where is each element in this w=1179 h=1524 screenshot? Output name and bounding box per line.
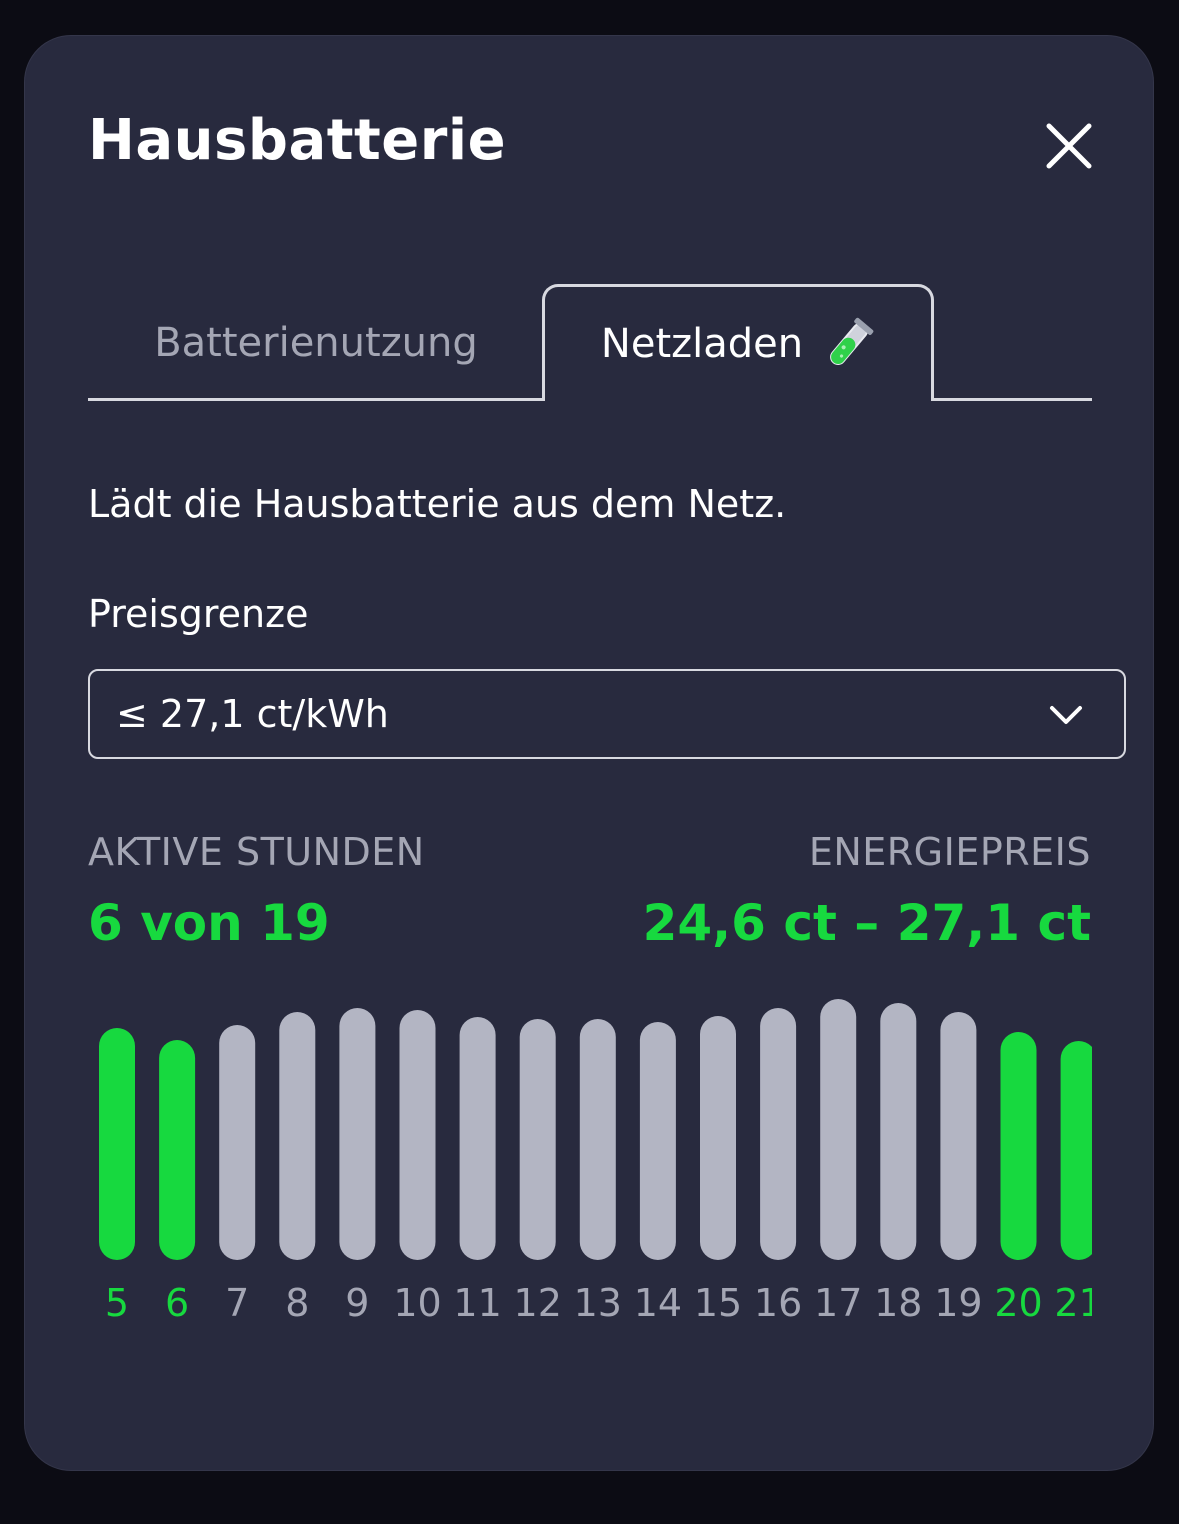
hour-label-7: 7 bbox=[225, 1281, 249, 1325]
hour-label-17: 17 bbox=[814, 1281, 862, 1325]
hour-label-18: 18 bbox=[874, 1281, 922, 1325]
hour-label-5: 5 bbox=[105, 1281, 129, 1325]
bar-hour-9 bbox=[339, 1008, 376, 1260]
bar-hour-21 bbox=[1060, 1041, 1092, 1260]
hour-label-16: 16 bbox=[754, 1281, 802, 1325]
price-limit-label: Preisgrenze bbox=[88, 592, 309, 636]
bar-hour-8 bbox=[279, 1012, 316, 1260]
bar-hour-18 bbox=[880, 1003, 917, 1260]
bar-hour-17 bbox=[820, 999, 857, 1260]
tab-label: Batterienutzung bbox=[154, 319, 478, 366]
hour-label-15: 15 bbox=[694, 1281, 742, 1325]
hour-label-13: 13 bbox=[574, 1281, 622, 1325]
hour-label-14: 14 bbox=[634, 1281, 682, 1325]
bar-hour-10 bbox=[399, 1010, 436, 1260]
hour-label-10: 10 bbox=[393, 1281, 441, 1325]
tab-bar: Batterienutzung Netzladen bbox=[88, 284, 1092, 402]
bar-hour-14 bbox=[639, 1022, 676, 1260]
chevron-down-icon bbox=[1050, 706, 1082, 724]
modal-title: Hausbatterie bbox=[88, 108, 507, 173]
hour-label-11: 11 bbox=[453, 1281, 501, 1325]
hour-label-19: 19 bbox=[934, 1281, 982, 1325]
energy-price-label: ENERGIEPREIS bbox=[808, 830, 1091, 874]
tab-netzladen[interactable]: Netzladen bbox=[542, 284, 934, 401]
bar-hour-5 bbox=[99, 1028, 135, 1260]
tab-label: Netzladen bbox=[600, 321, 804, 367]
bar-hour-16 bbox=[760, 1008, 797, 1260]
tab-underline bbox=[932, 398, 1092, 401]
bar-hour-6 bbox=[159, 1040, 196, 1260]
hour-label-9: 9 bbox=[345, 1281, 369, 1325]
hour-label-21: 21 bbox=[1054, 1281, 1092, 1325]
bar-hour-15 bbox=[700, 1016, 736, 1260]
hour-label-20: 20 bbox=[994, 1281, 1042, 1325]
tab-batterienutzung[interactable]: Batterienutzung bbox=[88, 284, 544, 401]
hourly-price-chart: 5 6 7 8 9 10 11 12 13 14 15 16 17 18 19 20 21 bbox=[99, 999, 1092, 1325]
active-hours-label: AKTIVE STUNDEN bbox=[88, 830, 425, 874]
active-hours-value: 6 von 19 bbox=[88, 894, 330, 952]
battery-modal: Hausbatterie Batterienutzung Netzladen L… bbox=[25, 36, 1153, 1470]
bar-hour-12 bbox=[519, 1019, 556, 1260]
energy-price-value: 24,6 ct – 27,1 ct bbox=[642, 894, 1091, 952]
tab-underline bbox=[88, 398, 544, 401]
hour-label-8: 8 bbox=[285, 1281, 309, 1325]
price-limit-value: ≤ 27,1 ct/kWh bbox=[116, 692, 389, 736]
bar-hour-19 bbox=[940, 1012, 977, 1260]
hour-label-12: 12 bbox=[514, 1281, 562, 1325]
close-icon[interactable] bbox=[1041, 118, 1097, 174]
bar-hour-7 bbox=[219, 1025, 256, 1260]
test-tube-icon bbox=[830, 317, 874, 366]
bar-hour-11 bbox=[459, 1017, 496, 1260]
bar-hour-20 bbox=[1000, 1032, 1037, 1260]
description-text: Lädt die Hausbatterie aus dem Netz. bbox=[88, 482, 787, 526]
bar-hour-13 bbox=[579, 1019, 616, 1260]
hour-label-6: 6 bbox=[165, 1281, 189, 1325]
price-limit-select[interactable]: ≤ 27,1 ct/kWh bbox=[88, 669, 1126, 759]
